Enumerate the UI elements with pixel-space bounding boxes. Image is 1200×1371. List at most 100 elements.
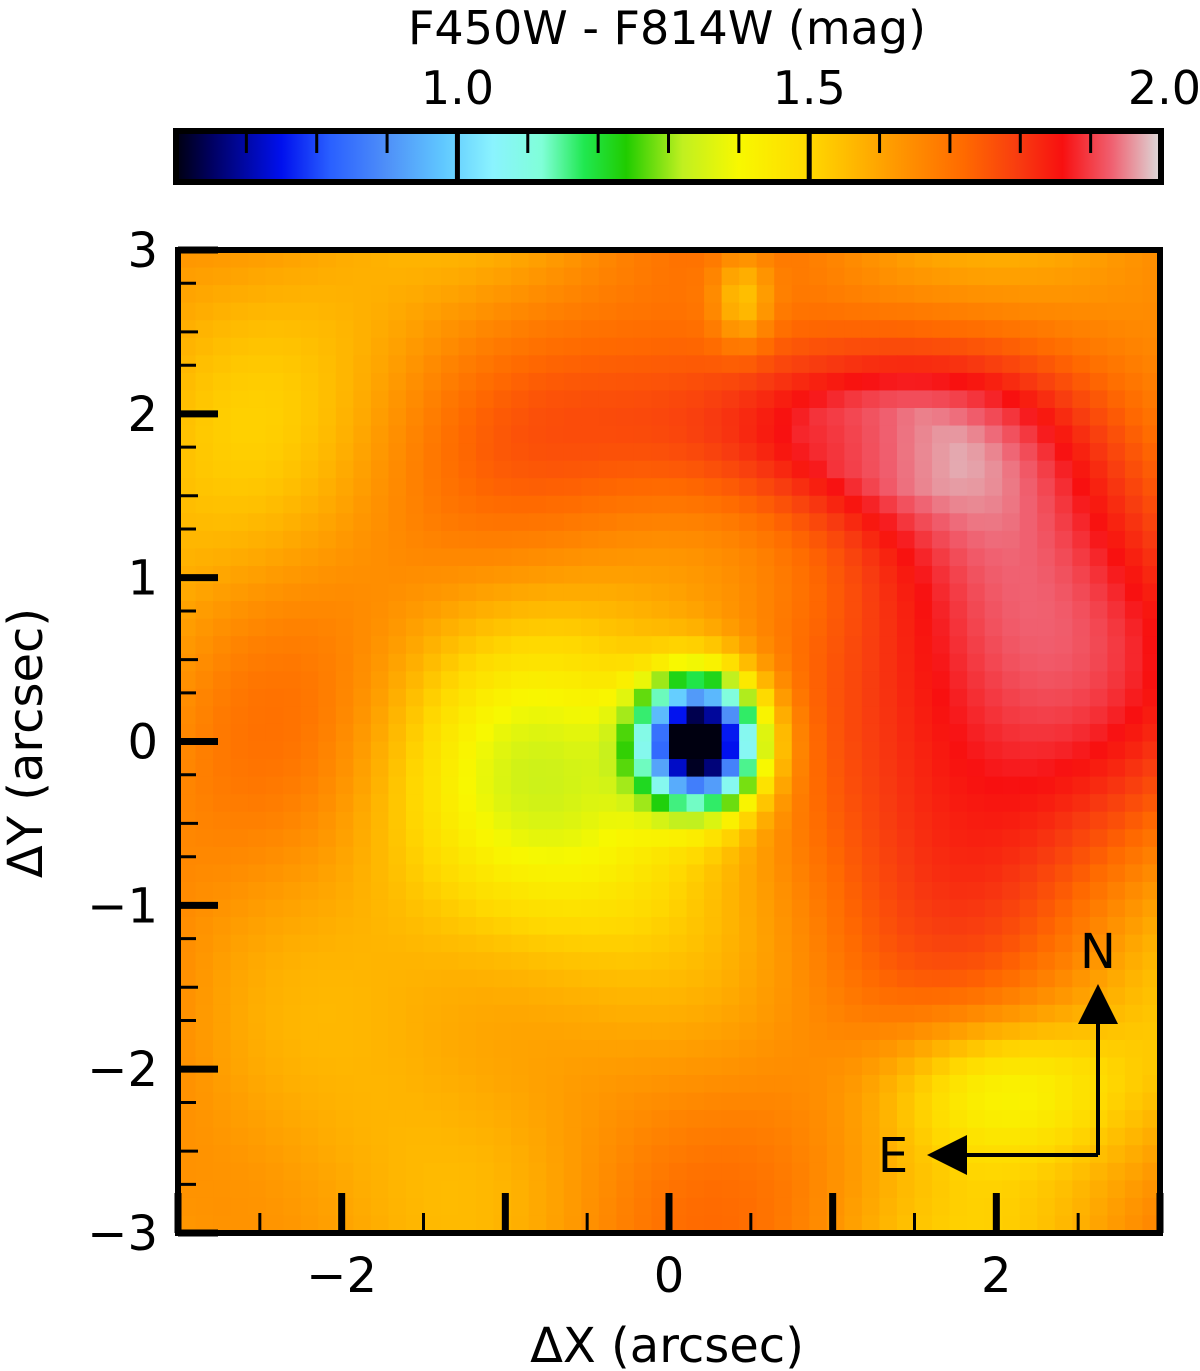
heatmap-cell — [458, 548, 477, 567]
heatmap-cell — [546, 723, 565, 743]
heatmap-cell — [546, 302, 565, 321]
heatmap-cell — [651, 759, 670, 778]
heatmap-cell — [248, 1075, 267, 1094]
heatmap-cell — [669, 759, 688, 778]
heatmap-cell — [265, 495, 284, 514]
heatmap-cell — [458, 1162, 477, 1181]
heatmap-cell — [1072, 829, 1091, 848]
heatmap-cell — [195, 601, 214, 620]
heatmap-cell — [896, 671, 916, 690]
heatmap-cell — [195, 250, 214, 269]
heatmap-cell — [1019, 443, 1038, 462]
heatmap-cell — [441, 636, 460, 655]
heatmap-cell — [230, 952, 249, 971]
heatmap-cell — [405, 372, 425, 392]
heatmap-cell — [861, 460, 881, 479]
heatmap-cell — [984, 530, 1003, 550]
heatmap-cell — [563, 565, 582, 585]
heatmap-cell — [791, 653, 810, 672]
heatmap-cell — [1124, 636, 1144, 655]
heatmap-cell — [1072, 881, 1091, 901]
heatmap-cell — [511, 917, 530, 936]
heatmap-cell — [1002, 1162, 1021, 1181]
heatmap-cell — [335, 1110, 354, 1129]
heatmap-cell — [704, 688, 723, 707]
heatmap-cell — [248, 443, 267, 462]
heatmap-cell — [230, 636, 249, 655]
heatmap-cell — [178, 1127, 197, 1146]
heatmap-cell — [493, 320, 512, 339]
heatmap-cell — [563, 285, 582, 304]
heatmap-cell — [1124, 250, 1144, 269]
heatmap-cell — [756, 917, 775, 936]
heatmap-cell — [300, 899, 319, 918]
heatmap-cell — [1089, 723, 1108, 743]
heatmap-cell — [984, 565, 1003, 585]
heatmap-cell — [493, 355, 512, 374]
heatmap-cell — [651, 1162, 670, 1181]
heatmap-cell — [967, 495, 986, 514]
heatmap-cell — [423, 917, 442, 936]
heatmap-cell — [598, 302, 617, 321]
heatmap-cell — [756, 636, 775, 655]
heatmap-cell — [423, 969, 442, 988]
heatmap-cell — [1089, 285, 1108, 304]
heatmap-cell — [1089, 372, 1108, 392]
heatmap-cell — [739, 1057, 758, 1076]
heatmap-cell — [195, 688, 214, 707]
heatmap-cell — [300, 601, 319, 620]
heatmap-cell — [300, 372, 319, 392]
heatmap-cell — [1002, 969, 1021, 988]
heatmap-cell — [704, 987, 723, 1006]
heatmap-cell — [914, 934, 933, 953]
heatmap-cell — [879, 671, 898, 690]
heatmap-cell — [213, 864, 232, 883]
heatmap-cell — [984, 1092, 1003, 1111]
heatmap-cell — [195, 864, 214, 883]
heatmap-cell — [686, 618, 705, 637]
heatmap-cell — [546, 1057, 565, 1076]
heatmap-cell — [669, 1039, 688, 1059]
heatmap-cell — [563, 513, 582, 532]
heatmap-cell — [441, 565, 460, 585]
heatmap-cell — [335, 741, 354, 760]
heatmap-cell — [476, 1110, 495, 1129]
heatmap-cell — [1054, 864, 1073, 883]
heatmap-cell — [178, 1022, 197, 1041]
heatmap-cell — [511, 302, 530, 321]
heatmap-cell — [932, 741, 951, 760]
heatmap-cell — [879, 618, 898, 637]
heatmap-cell — [651, 618, 670, 637]
heatmap-cell — [511, 320, 530, 339]
heatmap-cell — [370, 565, 390, 585]
heatmap-cell — [353, 1110, 372, 1129]
heatmap-cell — [809, 548, 828, 567]
heatmap-cell — [458, 688, 477, 707]
heatmap-cell — [178, 372, 197, 392]
heatmap-cell — [511, 583, 530, 602]
heatmap-cell — [756, 688, 775, 707]
heatmap-cell — [335, 723, 354, 743]
heatmap-cell — [1054, 794, 1073, 813]
heatmap-cell — [914, 250, 933, 269]
heatmap-cell — [265, 1057, 284, 1076]
heatmap-cell — [598, 987, 617, 1006]
heatmap-cell — [265, 671, 284, 690]
heatmap-cell — [248, 829, 267, 848]
heatmap-cell — [1019, 636, 1038, 655]
heatmap-cell — [633, 478, 653, 497]
heatmap-cell — [721, 671, 740, 690]
heatmap-cell — [581, 671, 600, 690]
heatmap-cell — [1002, 601, 1021, 620]
heatmap-cell — [265, 829, 284, 848]
heatmap-cell — [879, 443, 898, 462]
heatmap-cell — [300, 337, 319, 356]
heatmap-cell — [756, 1145, 775, 1164]
heatmap-cell — [1124, 495, 1144, 514]
heatmap-cell — [1107, 302, 1126, 321]
heatmap-cell — [949, 618, 968, 637]
heatmap-cell — [300, 759, 319, 778]
heatmap-cell — [353, 846, 372, 865]
heatmap-cell — [721, 829, 740, 848]
heatmap-cell — [598, 1004, 617, 1023]
